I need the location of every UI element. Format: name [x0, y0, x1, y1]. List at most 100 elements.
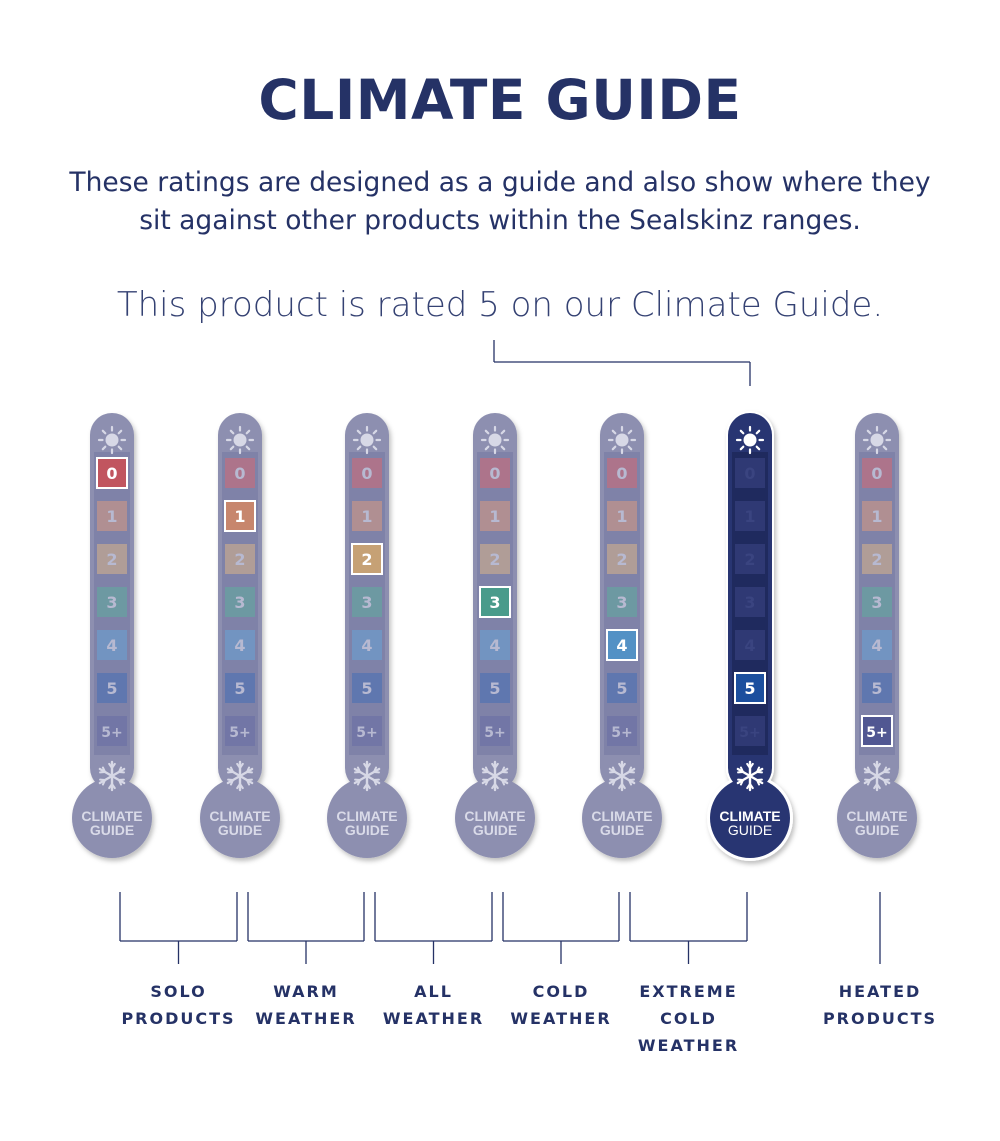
category-label-line: PRODUCTS [121, 1009, 236, 1028]
gauge-text: CLIMATE [719, 808, 780, 824]
gauge-text: CLIMATE [209, 808, 270, 824]
svg-text:1: 1 [106, 507, 117, 526]
category-label-line: COLD [532, 982, 590, 1001]
svg-text:4: 4 [871, 636, 882, 655]
category-label-line: WEATHER [510, 1009, 612, 1028]
rating-cell: 5 [734, 672, 766, 704]
rating-cell: 4 [606, 629, 638, 661]
thermometer-bulb [837, 778, 917, 858]
svg-text:2: 2 [106, 550, 117, 569]
svg-text:5+: 5+ [356, 725, 377, 741]
category-label: SOLO PRODUCTS [109, 978, 249, 1032]
svg-text:0: 0 [489, 464, 500, 483]
category-label: ALL WEATHER [364, 978, 504, 1032]
svg-text:5: 5 [744, 679, 755, 698]
snowflake-icon [736, 760, 764, 792]
category-label: WARM WEATHER [236, 978, 376, 1032]
rating-cell: 5 [862, 673, 892, 703]
svg-text:2: 2 [871, 550, 882, 569]
sun-icon [225, 425, 255, 455]
svg-text:5: 5 [616, 679, 627, 698]
rating-cell: 3 [862, 587, 892, 617]
svg-text:4: 4 [489, 636, 500, 655]
subtitle: These ratings are designed as a guide an… [69, 167, 931, 236]
rating-cell: 5+ [735, 716, 765, 746]
rating-cell: 4 [352, 630, 382, 660]
svg-text:5+: 5+ [866, 725, 887, 741]
rating-cell: 5+ [352, 716, 382, 746]
rating-cell: 0 [352, 458, 382, 488]
rating-cell: 2 [97, 544, 127, 574]
category-label-line: WARM [273, 982, 339, 1001]
snowflake-icon [608, 760, 636, 792]
thermometer-bulb [455, 778, 535, 858]
rating-cell: 4 [862, 630, 892, 660]
rating-cell: 0 [607, 458, 637, 488]
rating-cell: 2 [862, 544, 892, 574]
rating-cell: 4 [480, 630, 510, 660]
rating-cell: 1 [352, 501, 382, 531]
snowflake-icon [353, 760, 381, 792]
gauge-text: CLIMATE [591, 808, 652, 824]
svg-text:5+: 5+ [484, 725, 505, 741]
rating-cell: 1 [735, 501, 765, 531]
category-label-line: ALL [414, 982, 453, 1001]
svg-text:5: 5 [234, 679, 245, 698]
gauge-text: CLIMATE [464, 808, 525, 824]
sun-icon [352, 425, 382, 455]
svg-text:5: 5 [361, 679, 372, 698]
snowflake-icon [481, 760, 509, 792]
svg-text:3: 3 [234, 593, 245, 612]
rating-cell: 3 [479, 586, 511, 618]
svg-text:2: 2 [361, 550, 372, 569]
thermometer-bulb [327, 778, 407, 858]
gauge-text: CLIMATE [846, 808, 907, 824]
gauge-text: GUIDE [600, 822, 644, 838]
category-label-line: COLD [660, 1009, 717, 1028]
rating-cell: 1 [224, 500, 256, 532]
svg-text:3: 3 [871, 593, 882, 612]
rating-cell: 3 [735, 587, 765, 617]
svg-text:3: 3 [489, 593, 500, 612]
gauge-text: GUIDE [218, 822, 262, 838]
svg-text:5+: 5+ [229, 725, 250, 741]
snowflake-icon [226, 760, 254, 792]
rating-cell: 5+ [97, 716, 127, 746]
rating-cell: 2 [607, 544, 637, 574]
svg-text:1: 1 [234, 507, 245, 526]
svg-text:3: 3 [616, 593, 627, 612]
rating-cell: 5 [480, 673, 510, 703]
category-label-line: WEATHER [637, 1036, 740, 1055]
svg-text:0: 0 [234, 464, 245, 483]
category-label-line: HEATED [838, 982, 922, 1001]
rating-cell: 3 [352, 587, 382, 617]
rating-cell: 1 [862, 501, 892, 531]
svg-text:4: 4 [744, 636, 755, 655]
svg-text:1: 1 [489, 507, 500, 526]
sun-icon [607, 425, 637, 455]
rating-cell: 1 [480, 501, 510, 531]
rating-cell: 5+ [861, 715, 893, 747]
rating-cell: 5 [97, 673, 127, 703]
rating-cell: 0 [862, 458, 892, 488]
category-label-line: EXTREME [639, 982, 738, 1001]
thermometer-bulb [582, 778, 662, 858]
svg-text:0: 0 [106, 464, 117, 483]
rating-cell: 5+ [225, 716, 255, 746]
rating-cell: 2 [735, 544, 765, 574]
page-title: CLIMATE GUIDE [258, 68, 742, 132]
rating-cell: 0 [735, 458, 765, 488]
category-label-line: WEATHER [382, 1009, 485, 1028]
svg-text:1: 1 [361, 507, 372, 526]
svg-text:3: 3 [106, 593, 117, 612]
rating-cell: 3 [225, 587, 255, 617]
svg-text:1: 1 [744, 507, 755, 526]
svg-text:5: 5 [106, 679, 117, 698]
sun-icon [480, 425, 510, 455]
rating-cell: 4 [225, 630, 255, 660]
rating-cell: 4 [735, 630, 765, 660]
